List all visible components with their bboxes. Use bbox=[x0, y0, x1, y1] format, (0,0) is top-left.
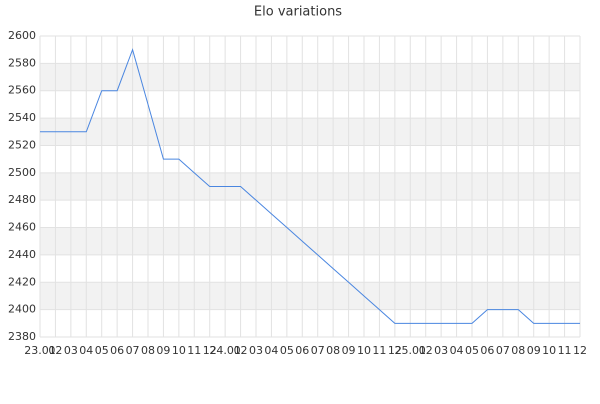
y-tick-label: 2480 bbox=[8, 193, 36, 206]
y-tick-label: 2580 bbox=[8, 56, 36, 69]
x-tick-label: 12 bbox=[573, 344, 587, 357]
grid-band bbox=[40, 118, 580, 146]
x-tick-label: 24.01 bbox=[209, 344, 241, 357]
grid-band bbox=[40, 63, 580, 91]
x-tick-label: 10 bbox=[172, 344, 186, 357]
y-tick-label: 2440 bbox=[8, 248, 36, 261]
x-tick-label: 08 bbox=[326, 344, 340, 357]
y-tick-label: 2420 bbox=[8, 275, 36, 288]
x-tick-label: 11 bbox=[187, 344, 201, 357]
y-tick-label: 2600 bbox=[8, 29, 36, 42]
x-tick-label: 02 bbox=[419, 344, 433, 357]
grid-band bbox=[40, 227, 580, 255]
y-tick-label: 2460 bbox=[8, 221, 36, 234]
x-tick-label: 10 bbox=[357, 344, 371, 357]
y-tick-label: 2540 bbox=[8, 111, 36, 124]
x-tick-label: 06 bbox=[295, 344, 309, 357]
x-tick-label: 02 bbox=[234, 344, 248, 357]
chart-title: Elo variations bbox=[254, 5, 342, 20]
y-tick-label: 2380 bbox=[8, 330, 36, 343]
x-tick-label: 25.01 bbox=[395, 344, 427, 357]
x-tick-label: 05 bbox=[465, 344, 479, 357]
x-tick-label: 11 bbox=[372, 344, 386, 357]
y-tick-label: 2400 bbox=[8, 303, 36, 316]
data-line bbox=[40, 48, 580, 324]
x-tick-label: 03 bbox=[434, 344, 448, 357]
x-tick-label: 06 bbox=[480, 344, 494, 357]
x-tick-label: 09 bbox=[342, 344, 356, 357]
x-tick-label: 10 bbox=[542, 344, 556, 357]
x-tick-label: 12 bbox=[203, 344, 217, 357]
x-tick-label: 07 bbox=[496, 344, 510, 357]
x-tick-label: 03 bbox=[64, 344, 78, 357]
x-tick-label: 08 bbox=[141, 344, 155, 357]
grid-band bbox=[40, 282, 580, 310]
x-tick-label: 04 bbox=[264, 344, 278, 357]
y-tick-label: 2560 bbox=[8, 84, 36, 97]
x-tick-label: 02 bbox=[48, 344, 62, 357]
x-tick-label: 03 bbox=[249, 344, 263, 357]
x-tick-label: 07 bbox=[126, 344, 140, 357]
x-tick-label: 09 bbox=[527, 344, 541, 357]
x-tick-label: 09 bbox=[156, 344, 170, 357]
x-tick-label: 04 bbox=[450, 344, 464, 357]
x-tick-label: 07 bbox=[311, 344, 325, 357]
x-tick-label: 05 bbox=[280, 344, 294, 357]
x-tick-label: 23.01 bbox=[24, 344, 56, 357]
x-tick-label: 08 bbox=[511, 344, 525, 357]
x-tick-label: 12 bbox=[388, 344, 402, 357]
x-tick-label: 04 bbox=[79, 344, 93, 357]
grid-band bbox=[40, 172, 580, 201]
y-tick-label: 2500 bbox=[8, 166, 36, 179]
y-tick-label: 2520 bbox=[8, 138, 36, 151]
x-tick-label: 06 bbox=[110, 344, 124, 357]
x-tick-label: 05 bbox=[95, 344, 109, 357]
x-tick-label: 11 bbox=[558, 344, 572, 357]
